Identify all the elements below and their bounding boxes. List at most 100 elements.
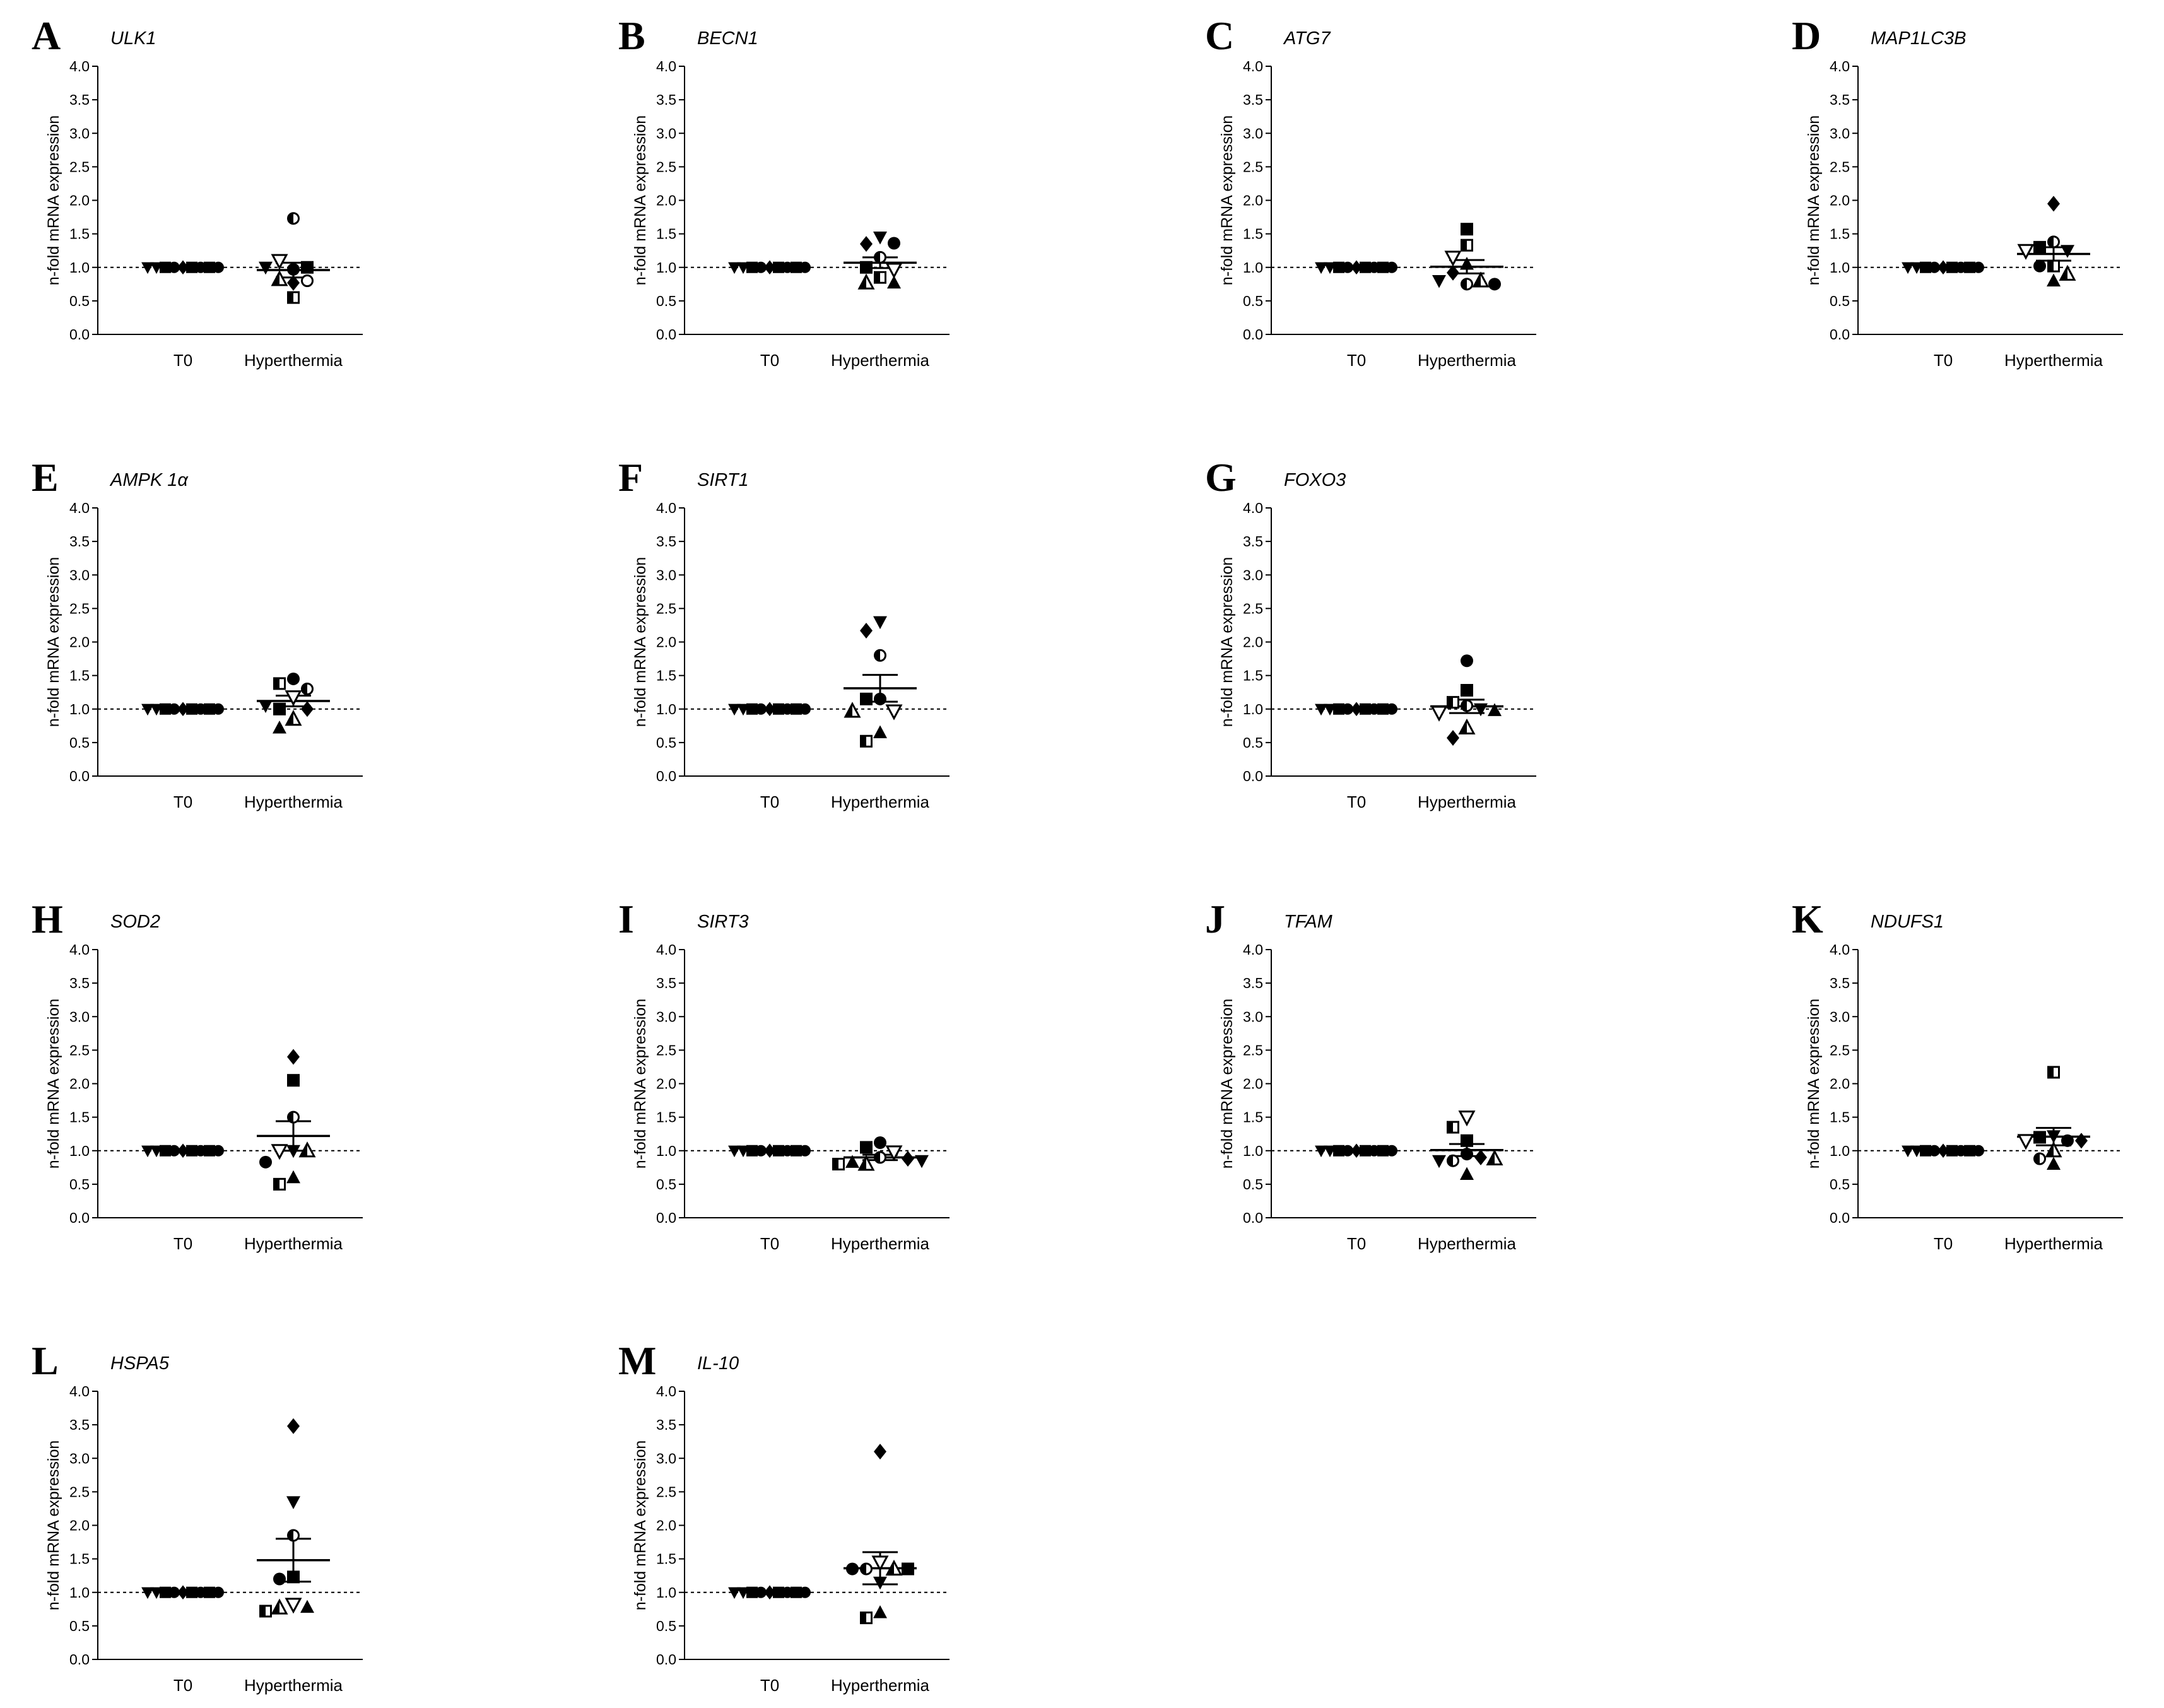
marker-triangle-down-open xyxy=(2017,244,2035,260)
marker-circle xyxy=(2033,259,2046,273)
marker-circle xyxy=(168,261,180,273)
marker-square-half-fill xyxy=(2048,1066,2054,1078)
y-tick-label: 1.5 xyxy=(1830,1109,1850,1126)
marker-square-half-fill xyxy=(861,736,866,747)
marker-diamond xyxy=(177,1585,189,1599)
y-tick-label: 0.5 xyxy=(69,1176,90,1193)
marker-circle xyxy=(1342,261,1353,273)
y-axis-label: n-fold mRNA expression xyxy=(45,557,62,727)
y-tick-label: 2.5 xyxy=(656,1042,676,1058)
marker-circle xyxy=(799,261,811,273)
marker-circle-half-fill xyxy=(288,1529,293,1541)
marker-circle xyxy=(1368,703,1380,715)
y-tick-label: 0.5 xyxy=(656,1176,676,1193)
marker-square xyxy=(1377,703,1389,715)
y-tick-label: 4.0 xyxy=(656,500,676,516)
marker-square xyxy=(204,1145,215,1157)
marker-circle-half-fill xyxy=(874,1151,880,1163)
marker-circle xyxy=(799,1586,811,1598)
y-tick-label: 2.5 xyxy=(656,600,676,616)
panel-L: L HSPA5 n-fold mRNA expression 0.0 0.5 1.0 1.5… xyxy=(32,1338,363,1695)
marker-triangle-down-open xyxy=(871,1555,889,1572)
marker-diamond xyxy=(902,1151,914,1167)
y-tick-label: 1.5 xyxy=(69,1551,90,1567)
y-axis-label: n-fold mRNA expression xyxy=(632,557,649,727)
marker-circle xyxy=(195,1586,206,1598)
marker-circle xyxy=(874,692,886,705)
marker-triangle-half-fill xyxy=(286,712,293,725)
marker-square-half-fill xyxy=(1447,1122,1453,1133)
marker-triangle-down xyxy=(873,616,887,630)
marker-circle xyxy=(1386,1145,1397,1157)
marker-diamond xyxy=(1938,1143,1949,1158)
y-tick-label: 3.0 xyxy=(1243,125,1263,141)
marker-triangle-down xyxy=(2061,245,2074,258)
gene-title: ATG7 xyxy=(1283,28,1331,49)
marker-diamond xyxy=(301,701,314,717)
marker-circle xyxy=(1973,261,1984,273)
marker-triangle-up xyxy=(1460,256,1474,270)
marker-square xyxy=(1360,1145,1371,1157)
marker-triangle-down xyxy=(1902,262,1914,274)
panel-letter: D xyxy=(1792,13,1821,58)
marker-diamond xyxy=(287,274,300,291)
x-category-label: T0 xyxy=(1347,351,1366,370)
marker-diamond xyxy=(287,1049,300,1065)
marker-triangle-down xyxy=(728,1145,741,1158)
y-tick-label: 4.0 xyxy=(656,941,676,958)
marker-triangle-down-open xyxy=(271,254,288,270)
y-tick-label: 3.0 xyxy=(1830,1008,1850,1025)
marker-triangle-up xyxy=(1488,703,1502,716)
x-category-label: T0 xyxy=(760,351,779,370)
y-tick-label: 1.5 xyxy=(656,226,676,242)
y-tick-label: 1.0 xyxy=(1243,1143,1263,1159)
marker-diamond xyxy=(1447,264,1459,281)
marker-circle xyxy=(782,1145,793,1157)
marker-diamond xyxy=(874,1444,886,1460)
marker-circle xyxy=(1955,1145,1967,1157)
y-tick-label: 2.0 xyxy=(656,1076,676,1092)
marker-triangle-half-fill xyxy=(859,1157,866,1170)
marker-triangle-down xyxy=(873,1576,887,1590)
y-tick-label: 0.0 xyxy=(1830,1210,1850,1226)
marker-circle xyxy=(1488,278,1501,291)
marker-triangle-down-open xyxy=(285,1598,302,1614)
marker-square xyxy=(791,1145,802,1157)
marker-square xyxy=(1946,1145,1958,1157)
gene-title: AMPK 1α xyxy=(109,470,189,490)
marker-circle xyxy=(1368,1145,1380,1157)
marker-circle-open xyxy=(301,274,314,287)
marker-circle xyxy=(195,1145,206,1157)
marker-triangle-down xyxy=(150,704,163,716)
y-tick-label: 2.0 xyxy=(656,634,676,651)
y-tick-label: 0.5 xyxy=(656,1618,676,1634)
marker-square xyxy=(791,703,802,715)
gene-title: MAP1LC3B xyxy=(1871,28,1967,49)
y-tick-label: 1.5 xyxy=(69,226,90,242)
y-tick-label: 2.0 xyxy=(1243,192,1263,209)
y-tick-label: 4.0 xyxy=(656,1383,676,1399)
marker-diamond xyxy=(1474,1149,1487,1165)
panel-letter: A xyxy=(32,13,61,58)
y-tick-label: 4.0 xyxy=(1830,941,1850,958)
y-axis-label: n-fold mRNA expression xyxy=(1805,999,1823,1169)
marker-square xyxy=(791,1586,802,1598)
marker-diamond xyxy=(764,702,775,716)
y-tick-label: 2.5 xyxy=(1243,1042,1263,1058)
marker-diamond xyxy=(764,1585,775,1599)
marker-circle xyxy=(1368,261,1380,273)
marker-circle xyxy=(755,1145,767,1157)
y-tick-label: 0.5 xyxy=(69,734,90,751)
x-category-label: T0 xyxy=(1934,1234,1953,1253)
marker-circle xyxy=(168,1586,180,1598)
y-tick-label: 0.0 xyxy=(656,768,676,784)
marker-circle xyxy=(1461,1148,1473,1161)
marker-circle xyxy=(1386,261,1397,273)
y-tick-label: 1.0 xyxy=(1830,1143,1850,1159)
marker-square xyxy=(1964,1145,1975,1157)
marker-square xyxy=(1964,261,1975,273)
y-tick-label: 2.0 xyxy=(656,192,676,209)
y-tick-label: 1.0 xyxy=(1830,259,1850,276)
y-tick-label: 2.0 xyxy=(69,192,90,209)
y-tick-label: 2.0 xyxy=(656,1517,676,1534)
